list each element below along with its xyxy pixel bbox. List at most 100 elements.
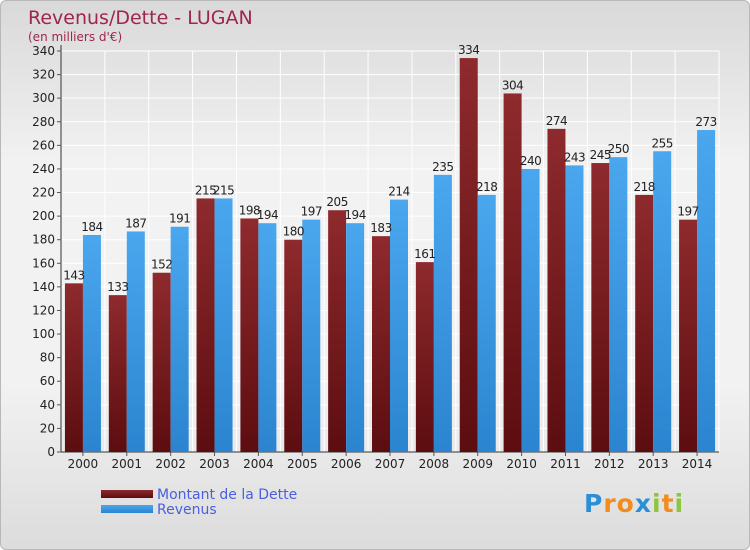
y-tick-label-20: 20 (40, 421, 55, 435)
data-label-revenus-2014: 273 (695, 115, 716, 129)
logo-letter: i (652, 489, 662, 518)
data-label-dette-2005: 180 (283, 225, 304, 239)
data-label-revenus-2005: 197 (301, 205, 322, 219)
bar-revenus-2001 (126, 231, 145, 452)
legend-swatch-dette (101, 490, 153, 498)
legend-swatch-revenus (101, 505, 153, 513)
y-tick-label-0: 0 (47, 445, 55, 459)
x-tick-label-2001: 2001 (112, 457, 143, 471)
x-tick-label-2010: 2010 (506, 457, 537, 471)
data-label-dette-2004: 198 (239, 203, 260, 217)
x-tick-label-2011: 2011 (550, 457, 581, 471)
data-label-dette-2014: 197 (677, 205, 698, 219)
x-tick-label-2004: 2004 (243, 457, 274, 471)
data-label-revenus-2001: 187 (125, 216, 146, 230)
y-tick-label-80: 80 (40, 351, 55, 365)
bar-dette-2012 (591, 163, 610, 452)
y-tick-label-240: 240 (32, 162, 55, 176)
bar-revenus-2000 (82, 234, 101, 452)
x-tick-label-2008: 2008 (419, 457, 450, 471)
data-label-revenus-2013: 255 (651, 136, 672, 150)
y-tick-label-60: 60 (40, 374, 55, 388)
bar-dette-2010 (503, 93, 522, 452)
y-tick-label-340: 340 (32, 44, 55, 58)
data-label-revenus-2010: 240 (520, 154, 541, 168)
logo-letter: o (616, 489, 635, 518)
data-labels: 1431841331871521912152151981941801972051… (63, 43, 717, 294)
y-tick-label-260: 260 (32, 138, 55, 152)
bar-revenus-2011 (565, 165, 584, 452)
x-tick-label-2012: 2012 (594, 457, 625, 471)
data-label-revenus-2009: 218 (476, 180, 497, 194)
x-tick-label-2009: 2009 (462, 457, 493, 471)
data-label-revenus-2008: 235 (432, 160, 453, 174)
x-tick-label-2002: 2002 (155, 457, 186, 471)
y-tick-label-180: 180 (32, 233, 55, 247)
x-tick-label-2007: 2007 (375, 457, 406, 471)
bar-dette-2007 (372, 236, 390, 452)
data-label-dette-2012: 245 (590, 148, 611, 162)
x-tick-label-2003: 2003 (199, 457, 230, 471)
data-label-revenus-2000: 184 (81, 220, 102, 234)
bar-dette-2014 (679, 219, 698, 452)
data-label-dette-2011: 274 (546, 114, 567, 128)
y-tick-label-220: 220 (32, 186, 55, 200)
data-label-dette-2010: 304 (502, 78, 523, 92)
x-tick-label-2014: 2014 (682, 457, 713, 471)
data-label-dette-2008: 161 (414, 247, 435, 261)
bar-dette-2008 (415, 262, 434, 452)
bar-revenus-2010 (521, 168, 540, 453)
y-tick-label-140: 140 (32, 280, 55, 294)
bar-revenus-2003 (214, 198, 233, 452)
bar-revenus-2004 (258, 223, 277, 452)
x-tick-label-2005: 2005 (287, 457, 318, 471)
bar-dette-2013 (635, 194, 654, 452)
data-label-dette-2002: 152 (151, 258, 172, 272)
data-label-revenus-2003: 215 (213, 183, 234, 197)
x-tick-labels: 2000 2001 2002 2003 2004 2005 2006 2007 2008 2009… (68, 452, 713, 471)
data-label-revenus-2006: 194 (344, 208, 365, 222)
bars (64, 58, 716, 453)
bar-dette-2006 (328, 210, 347, 452)
proxiti-logo: Proxiti (584, 489, 684, 518)
y-tick-label-200: 200 (32, 209, 55, 223)
data-label-dette-2006: 205 (326, 195, 347, 209)
data-label-revenus-2007: 214 (388, 185, 409, 199)
data-label-revenus-2012: 250 (608, 142, 629, 156)
x-tick-label-2013: 2013 (638, 457, 669, 471)
y-tick-label-320: 320 (32, 68, 55, 82)
data-label-dette-2001: 133 (107, 280, 128, 294)
chart-title: Revenus/Dette - LUGAN (28, 7, 253, 29)
bar-dette-2000 (64, 283, 83, 452)
bar-revenus-2007 (390, 199, 408, 452)
bar-revenus-2005 (302, 219, 321, 452)
y-tick-label-300: 300 (32, 91, 55, 105)
data-label-dette-2000: 143 (63, 268, 84, 282)
logo-letter: t (661, 489, 675, 518)
bar-dette-2005 (284, 239, 303, 452)
x-tick-label-2006: 2006 (331, 457, 362, 471)
logo-letter: x (634, 489, 652, 518)
logo-letter: i (674, 489, 685, 518)
legend-label-dette: Montant de la Dette (157, 487, 298, 503)
bar-revenus-2002 (170, 226, 189, 452)
logo-letter: r (603, 489, 617, 518)
data-label-dette-2003: 215 (195, 183, 216, 197)
y-tick-label-100: 100 (32, 327, 55, 341)
bar-dette-2001 (108, 295, 127, 452)
data-label-dette-2013: 218 (633, 180, 654, 194)
bar-revenus-2008 (433, 174, 452, 452)
y-tick-label-280: 280 (32, 115, 55, 129)
data-label-revenus-2004: 194 (257, 208, 278, 222)
y-tick-label-40: 40 (40, 398, 55, 412)
chart-subtitle: (en milliers d'€) (28, 30, 123, 44)
x-tick-label-2000: 2000 (68, 457, 99, 471)
bar-dette-2003 (196, 198, 215, 452)
data-label-revenus-2011: 243 (564, 150, 585, 164)
bar-revenus-2006 (346, 223, 365, 452)
data-label-dette-2009: 334 (458, 43, 479, 57)
bar-revenus-2014 (697, 130, 716, 453)
bar-dette-2002 (152, 272, 171, 452)
